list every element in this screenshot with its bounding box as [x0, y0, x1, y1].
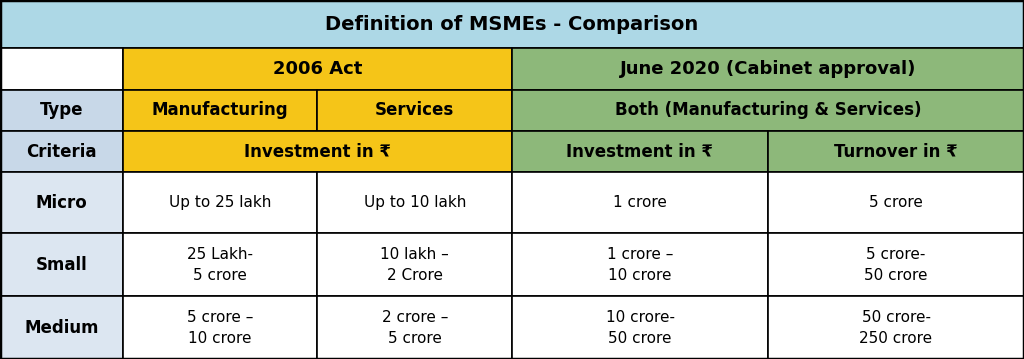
- FancyBboxPatch shape: [123, 172, 317, 233]
- Text: Manufacturing: Manufacturing: [152, 101, 289, 120]
- FancyBboxPatch shape: [0, 0, 1024, 48]
- FancyBboxPatch shape: [0, 48, 123, 90]
- Text: Small: Small: [36, 256, 87, 274]
- Text: Type: Type: [40, 101, 83, 120]
- FancyBboxPatch shape: [317, 90, 512, 131]
- Text: 5 crore-
50 crore: 5 crore- 50 crore: [864, 247, 928, 283]
- Text: 1 crore: 1 crore: [613, 195, 667, 210]
- FancyBboxPatch shape: [512, 48, 1024, 90]
- Text: 10 lakh –
2 Crore: 10 lakh – 2 Crore: [380, 247, 450, 283]
- Text: 2 crore –
5 crore: 2 crore – 5 crore: [382, 309, 447, 346]
- Text: Turnover in ₹: Turnover in ₹: [835, 143, 957, 161]
- Text: Up to 10 lakh: Up to 10 lakh: [364, 195, 466, 210]
- FancyBboxPatch shape: [317, 296, 512, 359]
- Text: 1 crore –
10 crore: 1 crore – 10 crore: [607, 247, 673, 283]
- FancyBboxPatch shape: [768, 131, 1024, 172]
- Text: Investment in ₹: Investment in ₹: [244, 143, 391, 161]
- FancyBboxPatch shape: [0, 172, 123, 233]
- FancyBboxPatch shape: [123, 90, 317, 131]
- FancyBboxPatch shape: [768, 172, 1024, 233]
- Text: 5 crore –
10 crore: 5 crore – 10 crore: [187, 309, 253, 346]
- FancyBboxPatch shape: [512, 131, 768, 172]
- Text: 25 Lakh-
5 crore: 25 Lakh- 5 crore: [187, 247, 253, 283]
- FancyBboxPatch shape: [123, 48, 512, 90]
- FancyBboxPatch shape: [768, 296, 1024, 359]
- Text: Definition of MSMEs - Comparison: Definition of MSMEs - Comparison: [326, 15, 698, 34]
- Text: 50 crore-
250 crore: 50 crore- 250 crore: [859, 309, 933, 346]
- FancyBboxPatch shape: [317, 172, 512, 233]
- FancyBboxPatch shape: [0, 90, 123, 131]
- Text: Criteria: Criteria: [27, 143, 96, 161]
- FancyBboxPatch shape: [317, 233, 512, 296]
- Text: Micro: Micro: [36, 194, 87, 212]
- Text: Up to 25 lakh: Up to 25 lakh: [169, 195, 271, 210]
- Text: Medium: Medium: [25, 318, 98, 337]
- FancyBboxPatch shape: [0, 296, 123, 359]
- Text: Investment in ₹: Investment in ₹: [566, 143, 714, 161]
- Text: 10 crore-
50 crore: 10 crore- 50 crore: [605, 309, 675, 346]
- Text: 2006 Act: 2006 Act: [272, 60, 362, 78]
- FancyBboxPatch shape: [768, 233, 1024, 296]
- FancyBboxPatch shape: [512, 90, 1024, 131]
- FancyBboxPatch shape: [512, 233, 768, 296]
- FancyBboxPatch shape: [123, 131, 512, 172]
- FancyBboxPatch shape: [123, 233, 317, 296]
- Text: Services: Services: [375, 101, 455, 120]
- Text: 5 crore: 5 crore: [869, 195, 923, 210]
- FancyBboxPatch shape: [123, 296, 317, 359]
- Text: June 2020 (Cabinet approval): June 2020 (Cabinet approval): [620, 60, 916, 78]
- FancyBboxPatch shape: [512, 296, 768, 359]
- FancyBboxPatch shape: [0, 131, 123, 172]
- Text: Both (Manufacturing & Services): Both (Manufacturing & Services): [614, 101, 922, 120]
- FancyBboxPatch shape: [512, 172, 768, 233]
- FancyBboxPatch shape: [0, 233, 123, 296]
